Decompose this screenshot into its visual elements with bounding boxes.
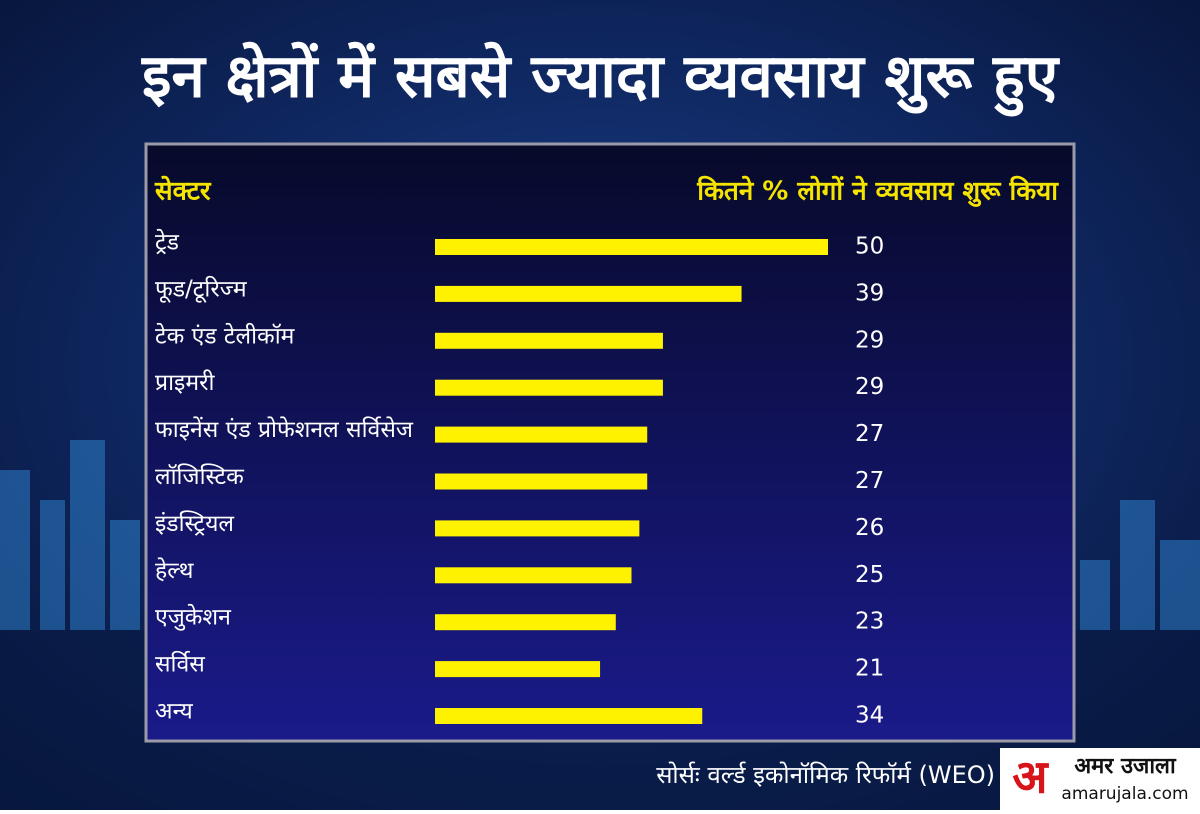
category-label: टेक एंड टेलीकॉम: [155, 322, 296, 349]
bar: [435, 661, 601, 678]
category-label: फाइनेंस एंड प्रोफेशनल सर्विसेज: [155, 416, 414, 443]
logo-site: amarujala.com: [1061, 784, 1188, 804]
category-label: ट्रेड: [155, 229, 180, 256]
bar: [435, 332, 663, 349]
bar: [435, 567, 632, 584]
bar: [435, 473, 648, 490]
bar: [435, 708, 703, 724]
logo-mark: अ: [1012, 750, 1049, 804]
bar: [435, 239, 828, 255]
category-header: सेक्टर: [154, 176, 212, 207]
value-label: 34: [855, 703, 884, 729]
category-label: इंडस्ट्रियल: [155, 510, 234, 537]
category-label: प्राइमरी: [155, 369, 215, 396]
logo-name: अमर उजाला: [1074, 754, 1177, 779]
value-label: 29: [855, 374, 884, 400]
source: सोर्सः वर्ल्ड इकोनॉमिक रिफॉर्म (WEO): [656, 761, 995, 789]
city-skyline: [0, 440, 1200, 630]
bar: [435, 614, 616, 631]
category-label: सर्विस: [155, 651, 205, 678]
category-label: हेल्थ: [155, 557, 195, 584]
value-header: कितने % लोगों ने व्यवसाय शुरू किया: [696, 176, 1059, 208]
value-label: 21: [855, 656, 884, 682]
value-label: 50: [855, 234, 884, 260]
logo-box: [1000, 748, 1200, 810]
bar: [435, 285, 742, 302]
value-label: 29: [855, 327, 884, 353]
value-label: 39: [855, 280, 884, 306]
value-label: 27: [855, 468, 884, 494]
category-label: फूड/टूरिज्म: [155, 275, 248, 303]
category-label: अन्य: [155, 699, 193, 725]
bar: [435, 426, 648, 443]
title: इन क्षेत्रों में सबसे ज्यादा व्यवसाय शुर…: [141, 42, 1061, 117]
bar: [435, 379, 663, 396]
category-label: लॉजिस्टिक: [155, 463, 245, 490]
bar: [435, 520, 640, 537]
value-label: 27: [855, 421, 884, 447]
value-label: 25: [855, 562, 884, 588]
value-label: 23: [855, 609, 884, 635]
category-label: एजुकेशन: [155, 604, 232, 632]
value-label: 26: [855, 515, 884, 541]
